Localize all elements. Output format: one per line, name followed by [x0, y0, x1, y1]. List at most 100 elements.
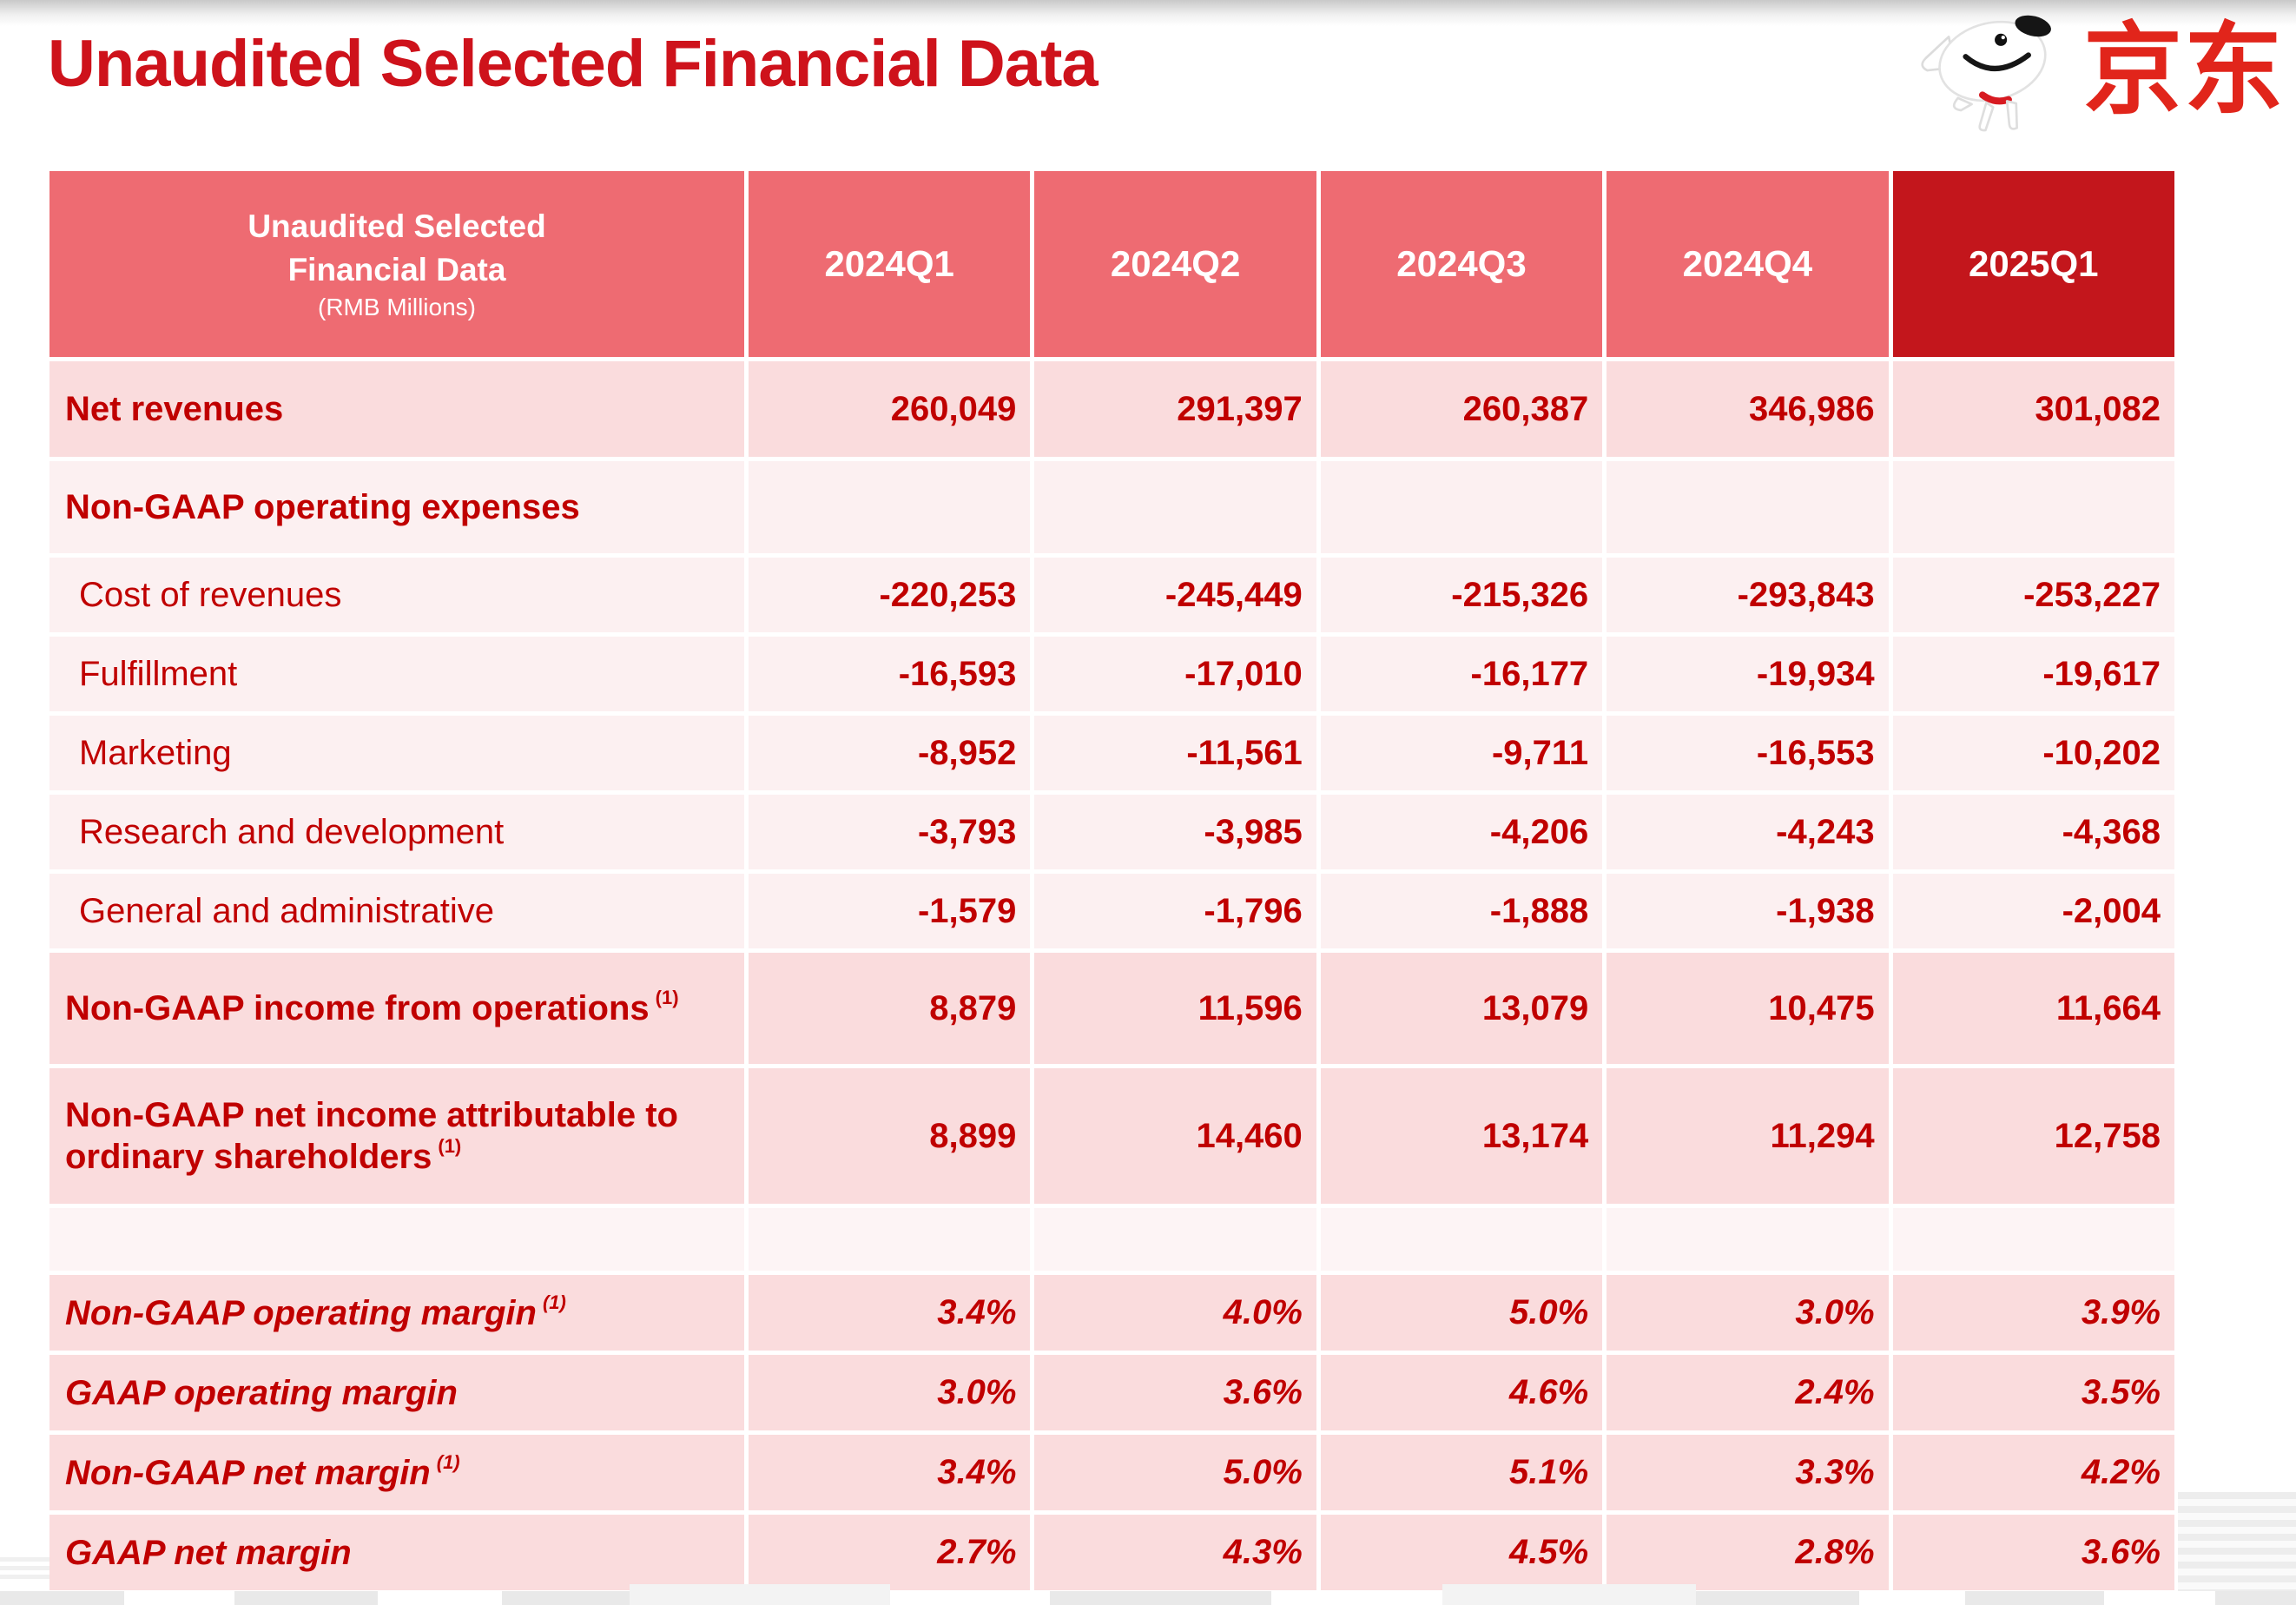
cell-value: 5.0%: [1034, 1435, 1316, 1510]
cell-value: -1,579: [749, 874, 1031, 948]
cell-value: 260,049: [749, 361, 1031, 457]
row-label: [49, 1208, 744, 1271]
cell-value: 3.3%: [1607, 1435, 1889, 1510]
cell-value: -10,202: [1892, 716, 2174, 790]
cell-value: 2.7%: [749, 1515, 1031, 1590]
cutoff-content-right: [2178, 1492, 2296, 1605]
cell-value: 301,082: [1892, 361, 2174, 457]
jd-joy-dog-icon: [1921, 15, 2051, 132]
table-row: GAAP net margin 2.7% 4.3% 4.5% 2.8% 3.6%: [49, 1515, 2174, 1590]
cell-value: 4.0%: [1034, 1275, 1316, 1351]
row-label: GAAP net margin: [49, 1515, 744, 1590]
cell-value: 3.0%: [1607, 1275, 1889, 1351]
cell-value: -19,617: [1892, 637, 2174, 711]
cell-value: [1320, 1208, 1603, 1271]
cell-value: 5.0%: [1320, 1275, 1603, 1351]
cell-value: [1034, 461, 1316, 553]
cell-value: 291,397: [1034, 361, 1316, 457]
table-row: Fulfillment -16,593 -17,010 -16,177 -19,934-…: [49, 637, 2174, 711]
cell-value: 8,899: [749, 1068, 1031, 1204]
cell-value: -4,368: [1892, 795, 2174, 869]
financial-table: Unaudited Selected Financial Data (RMB M…: [49, 171, 2174, 1590]
cell-value: -11,561: [1034, 716, 1316, 790]
footnote-marker: (1): [655, 987, 679, 1009]
row-label: Marketing: [49, 716, 744, 790]
table-row: Non-GAAP operating margin (1) 3.4% 4.0% 5.0%…: [49, 1275, 2174, 1351]
cell-value: -9,711: [1320, 716, 1603, 790]
cell-value: [749, 461, 1031, 553]
cell-value: -220,253: [749, 558, 1031, 632]
row-label: GAAP operating margin: [49, 1355, 744, 1430]
row-label: Non-GAAP operating expenses: [49, 461, 744, 553]
cell-value: -8,952: [749, 716, 1031, 790]
row-label: General and administrative: [49, 874, 744, 948]
cell-value: -245,449: [1034, 558, 1316, 632]
footnote-marker: (1): [542, 1291, 566, 1313]
cell-value: -16,593: [749, 637, 1031, 711]
cell-value: 3.6%: [1892, 1515, 2174, 1590]
cell-value: 3.9%: [1892, 1275, 2174, 1351]
window-edge-strip: [0, 0, 2296, 26]
cell-value: [749, 1208, 1031, 1271]
cell-value: -17,010: [1034, 637, 1316, 711]
row-label: Cost of revenues: [49, 558, 744, 632]
cell-value: 3.0%: [749, 1355, 1031, 1430]
cell-value: -4,243: [1607, 795, 1889, 869]
cell-value: 11,596: [1034, 953, 1316, 1064]
table-row: Cost of revenues -220,253 -245,449 -215,326…: [49, 558, 2174, 632]
cell-value: 11,294: [1607, 1068, 1889, 1204]
table-row: Non-GAAP income from operations (1) 8,879 1…: [49, 953, 2174, 1064]
column-header-2024q1: 2024Q1: [749, 171, 1031, 357]
cell-value: -4,206: [1320, 795, 1603, 869]
cell-value: 3.6%: [1034, 1355, 1316, 1430]
cell-value: 4.3%: [1034, 1515, 1316, 1590]
cell-value: -3,793: [749, 795, 1031, 869]
cell-value: 11,664: [1892, 953, 2174, 1064]
cell-value: 13,174: [1320, 1068, 1603, 1204]
cutoff-thumbnail-strip: [0, 1584, 2296, 1605]
cell-value: -3,985: [1034, 795, 1316, 869]
cell-value: -215,326: [1320, 558, 1603, 632]
cell-value: -16,177: [1320, 637, 1603, 711]
cell-value: 10,475: [1607, 953, 1889, 1064]
header-label-line2: Financial Data: [287, 251, 506, 287]
table-row: Net revenues 260,049 291,397 260,387 346,986…: [49, 361, 2174, 457]
cell-value: 346,986: [1607, 361, 1889, 457]
cell-value: -253,227: [1892, 558, 2174, 632]
cell-value: -1,938: [1607, 874, 1889, 948]
cell-value: [1607, 1208, 1889, 1271]
row-label: Fulfillment: [49, 637, 744, 711]
table-row: GAAP operating margin 3.0% 3.6% 4.6% 2.4% 3.5…: [49, 1355, 2174, 1430]
header-label-subtitle: (RMB Millions): [318, 293, 476, 320]
cell-value: 13,079: [1320, 953, 1603, 1064]
cutoff-content-left: [0, 1557, 49, 1580]
jd-brand-text: 京东: [2083, 16, 2286, 126]
cell-value: -293,843: [1607, 558, 1889, 632]
cell-value: 4.2%: [1892, 1435, 2174, 1510]
cell-value: [1034, 1208, 1316, 1271]
table-header-row: Unaudited Selected Financial Data (RMB M…: [49, 171, 2174, 357]
cell-value: 4.5%: [1320, 1515, 1603, 1590]
row-label: Non-GAAP net margin (1): [49, 1435, 744, 1510]
table-row: Non-GAAP operating expenses: [49, 461, 2174, 553]
row-label: Non-GAAP net income attributable to ordi…: [49, 1068, 744, 1204]
cell-value: -1,888: [1320, 874, 1603, 948]
row-label: Net revenues: [49, 361, 744, 457]
cell-value: [1607, 461, 1889, 553]
cell-value: 2.8%: [1607, 1515, 1889, 1590]
table-row: Marketing -8,952 -11,561 -9,711 -16,553 -10,2…: [49, 716, 2174, 790]
cell-value: 4.6%: [1320, 1355, 1603, 1430]
table-row: Research and development -3,793 -3,985 -4,2…: [49, 795, 2174, 869]
cell-value: 3.4%: [749, 1435, 1031, 1510]
column-header-2024q3: 2024Q3: [1320, 171, 1603, 357]
cell-value: -19,934: [1607, 637, 1889, 711]
footnote-marker: (1): [436, 1450, 460, 1473]
row-label: Non-GAAP income from operations (1): [49, 953, 744, 1064]
cell-value: -1,796: [1034, 874, 1316, 948]
cell-value: 14,460: [1034, 1068, 1316, 1204]
cell-value: -2,004: [1892, 874, 2174, 948]
cell-value: 3.4%: [749, 1275, 1031, 1351]
cell-value: 260,387: [1320, 361, 1603, 457]
footnote-marker: (1): [438, 1135, 462, 1158]
